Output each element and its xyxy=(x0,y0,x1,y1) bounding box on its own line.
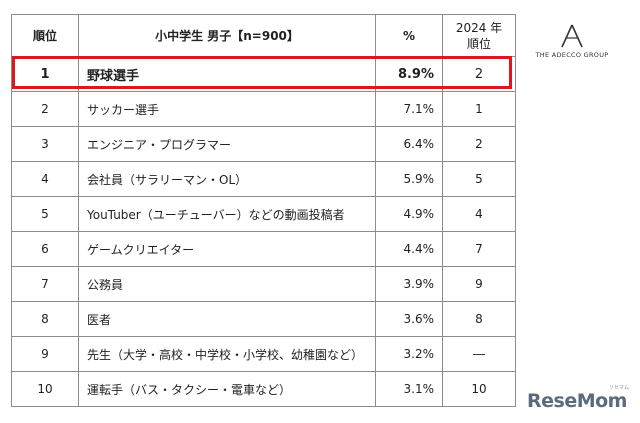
prev-rank-cell: 5 xyxy=(442,161,516,197)
prev-rank-cell: 1 xyxy=(442,91,516,127)
header-percent: % xyxy=(375,14,443,57)
percent-cell: 5.9% xyxy=(375,161,443,197)
prev-rank-cell: 2 xyxy=(442,56,516,92)
table-row: 4 会社員（サラリーマン・OL） 5.9% 5 xyxy=(11,161,516,197)
table-row: 8 医者 3.6% 8 xyxy=(11,301,516,337)
occupation-cell: エンジニア・プログラマー xyxy=(78,126,376,162)
ranking-table: 順位 小中学生 男子【n=900】 % 2024 年 順位 1 野球選手 8.9… xyxy=(11,14,516,407)
percent-cell: 4.4% xyxy=(375,231,443,267)
rank-cell: 10 xyxy=(11,371,79,407)
occupation-cell: 公務員 xyxy=(78,266,376,302)
occupation-cell: YouTuber（ユーチューバー）などの動画投稿者 xyxy=(78,196,376,232)
occupation-cell: ゲームクリエイター xyxy=(78,231,376,267)
prev-rank-cell: 10 xyxy=(442,371,516,407)
percent-cell: 7.1% xyxy=(375,91,443,127)
table-row: 1 野球選手 8.9% 2 xyxy=(11,56,516,92)
adecco-logo: THE ADECCO GROUP xyxy=(528,24,616,68)
prev-rank-cell: ― xyxy=(442,336,516,372)
rank-cell: 4 xyxy=(11,161,79,197)
header-prev-year-line2: 順位 xyxy=(466,36,491,51)
occupation-cell: 先生（大学・高校・中学校・小学校、幼稚園など） xyxy=(78,336,376,372)
prev-rank-cell: 7 xyxy=(442,231,516,267)
prev-rank-cell: 9 xyxy=(442,266,516,302)
resemom-wordmark: ReseMom xyxy=(527,390,627,412)
table-row: 10 運転手（バス・タクシー・電車など） 3.1% 10 xyxy=(11,371,516,407)
occupation-cell: 運転手（バス・タクシー・電車など） xyxy=(78,371,376,407)
percent-cell: 3.6% xyxy=(375,301,443,337)
header-occupation: 小中学生 男子【n=900】 xyxy=(78,14,376,57)
percent-cell: 6.4% xyxy=(375,126,443,162)
occupation-cell: 医者 xyxy=(78,301,376,337)
percent-cell: 3.9% xyxy=(375,266,443,302)
table-row: 7 公務員 3.9% 9 xyxy=(11,266,516,302)
prev-rank-cell: 8 xyxy=(442,301,516,337)
table-row: 9 先生（大学・高校・中学校・小学校、幼稚園など） 3.2% ― xyxy=(11,336,516,372)
table-row: 3 エンジニア・プログラマー 6.4% 2 xyxy=(11,126,516,162)
percent-cell: 8.9% xyxy=(375,56,443,92)
rank-cell: 6 xyxy=(11,231,79,267)
occupation-cell: 会社員（サラリーマン・OL） xyxy=(78,161,376,197)
header-rank: 順位 xyxy=(11,14,79,57)
header-row: 順位 小中学生 男子【n=900】 % 2024 年 順位 xyxy=(11,14,516,57)
percent-cell: 3.2% xyxy=(375,336,443,372)
percent-cell: 3.1% xyxy=(375,371,443,407)
resemom-ruby: リセマム xyxy=(608,385,629,391)
rank-cell: 3 xyxy=(11,126,79,162)
table-row: 5 YouTuber（ユーチューバー）などの動画投稿者 4.9% 4 xyxy=(11,196,516,232)
occupation-cell: サッカー選手 xyxy=(78,91,376,127)
rank-cell: 9 xyxy=(11,336,79,372)
rank-cell: 5 xyxy=(11,196,79,232)
header-prev-year: 2024 年 順位 xyxy=(442,14,516,57)
percent-cell: 4.9% xyxy=(375,196,443,232)
adecco-a-icon xyxy=(561,24,583,48)
occupation-cell: 野球選手 xyxy=(78,56,376,92)
prev-rank-cell: 4 xyxy=(442,196,516,232)
rank-cell: 7 xyxy=(11,266,79,302)
rank-cell: 8 xyxy=(11,301,79,337)
table-row: 2 サッカー選手 7.1% 1 xyxy=(11,91,516,127)
rank-cell: 1 xyxy=(11,56,79,92)
rank-cell: 2 xyxy=(11,91,79,127)
resemom-logo: リセマム ReseMom xyxy=(527,384,633,418)
prev-rank-cell: 2 xyxy=(442,126,516,162)
adecco-logo-text: THE ADECCO GROUP xyxy=(535,51,609,59)
header-prev-year-line1: 2024 年 xyxy=(455,20,503,35)
table-row: 6 ゲームクリエイター 4.4% 7 xyxy=(11,231,516,267)
